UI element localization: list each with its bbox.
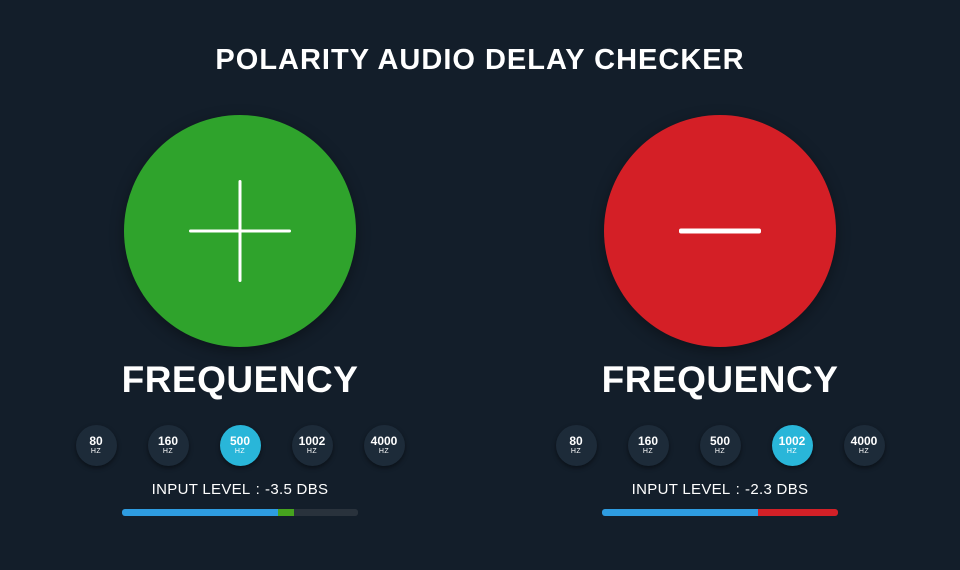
- app-title: POLARITY AUDIO DELAY CHECKER: [215, 44, 745, 76]
- polarity-panel-positive: FREQUENCY 80 HZ 160 HZ 500 HZ 1002 HZ 40…: [0, 115, 480, 516]
- input-level-value: -2.3 DBS: [745, 481, 809, 498]
- input-level: INPUT LEVEL: -2.3 DBS: [632, 481, 809, 498]
- freq-value: 160: [157, 434, 179, 448]
- freq-unit: HZ: [570, 448, 582, 455]
- freq-unit: HZ: [714, 448, 726, 455]
- freq-value: 4000: [370, 434, 398, 448]
- freq-button-160[interactable]: 160 HZ: [147, 425, 189, 466]
- frequency-heading: FREQUENCY: [121, 359, 359, 400]
- freq-unit: HZ: [234, 448, 246, 455]
- polarity-negative-button[interactable]: [604, 115, 836, 347]
- freq-value: 80: [569, 434, 583, 448]
- freq-button-80[interactable]: 80 HZ: [75, 425, 117, 466]
- freq-value: 80: [89, 434, 103, 448]
- freq-button-4000[interactable]: 4000 HZ: [843, 425, 885, 466]
- input-level-label: INPUT LEVEL: [631, 481, 731, 498]
- minus-icon: [604, 115, 836, 347]
- freq-button-80[interactable]: 80 HZ: [555, 425, 597, 466]
- frequency-button-row: 80 HZ 160 HZ 500 HZ 1002 HZ 4000 HZ: [555, 425, 885, 466]
- freq-button-500[interactable]: 500 HZ: [699, 425, 741, 466]
- input-level: INPUT LEVEL: -3.5 DBS: [152, 481, 329, 498]
- level-meter: [602, 509, 838, 516]
- input-level-label: INPUT LEVEL: [151, 481, 251, 498]
- freq-value: 160: [637, 434, 659, 448]
- panels-container: FREQUENCY 80 HZ 160 HZ 500 HZ 1002 HZ 40…: [0, 115, 960, 516]
- freq-button-1002[interactable]: 1002 HZ: [291, 425, 333, 466]
- input-level-value: -3.5 DBS: [265, 481, 329, 498]
- frequency-heading: FREQUENCY: [601, 359, 839, 400]
- level-meter: [122, 509, 358, 516]
- freq-value: 1002: [298, 434, 326, 448]
- polarity-panel-negative: FREQUENCY 80 HZ 160 HZ 500 HZ 1002 HZ 40…: [480, 115, 960, 516]
- freq-value: 4000: [850, 434, 878, 448]
- freq-button-1002[interactable]: 1002 HZ: [771, 425, 813, 466]
- freq-unit: HZ: [378, 448, 390, 455]
- freq-button-4000[interactable]: 4000 HZ: [363, 425, 405, 466]
- freq-value: 500: [709, 434, 731, 448]
- freq-button-500[interactable]: 500 HZ: [219, 425, 261, 466]
- freq-unit: HZ: [786, 448, 798, 455]
- freq-unit: HZ: [642, 448, 654, 455]
- input-level-separator: :: [735, 481, 741, 498]
- frequency-button-row: 80 HZ 160 HZ 500 HZ 1002 HZ 4000 HZ: [75, 425, 405, 466]
- input-level-separator: :: [255, 481, 261, 498]
- plus-icon: [124, 115, 356, 347]
- freq-unit: HZ: [306, 448, 318, 455]
- freq-button-160[interactable]: 160 HZ: [627, 425, 669, 466]
- freq-unit: HZ: [858, 448, 870, 455]
- freq-unit: HZ: [90, 448, 102, 455]
- freq-unit: HZ: [162, 448, 174, 455]
- freq-value: 500: [229, 434, 251, 448]
- freq-value: 1002: [778, 434, 806, 448]
- polarity-positive-button[interactable]: [124, 115, 356, 347]
